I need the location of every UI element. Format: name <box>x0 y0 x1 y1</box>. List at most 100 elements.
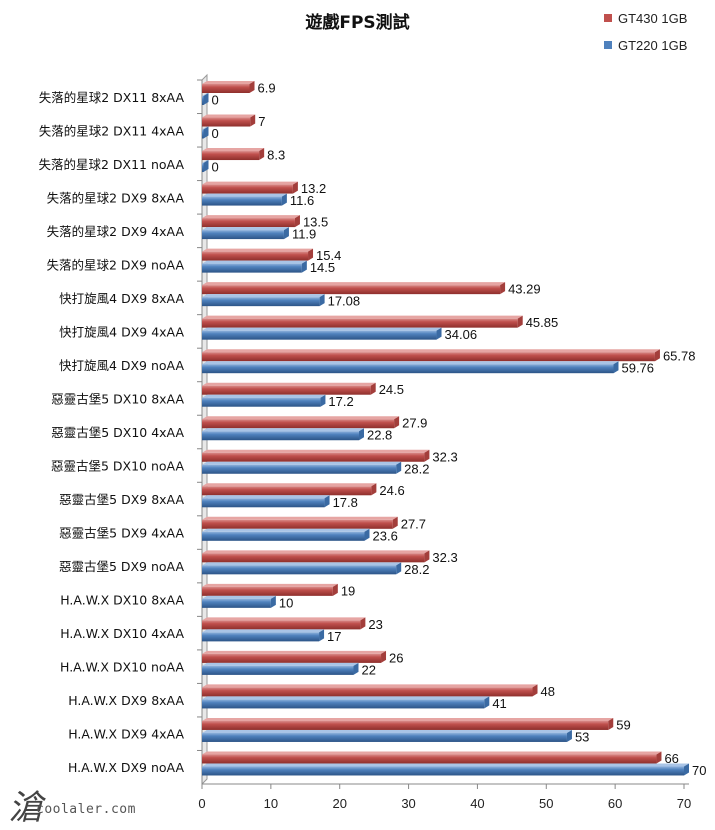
category-label: 快打旋風4 DX9 4xAA <box>59 324 184 339</box>
bar-end-face <box>684 763 689 776</box>
bar-front-face <box>202 364 614 374</box>
bar-front-face <box>202 498 325 508</box>
bar-gt430 <box>202 248 314 261</box>
bar-end-face <box>250 114 256 127</box>
bar-end-face <box>532 684 538 697</box>
data-label: 13.2 <box>301 181 326 196</box>
data-label: 28.2 <box>404 461 429 476</box>
bar-gt220 <box>202 193 287 206</box>
bar-end-face <box>324 495 330 508</box>
bar-front-face <box>202 263 302 273</box>
bar-gt430 <box>202 349 660 362</box>
bar-front-face <box>202 464 397 474</box>
data-label: 43.29 <box>508 282 541 297</box>
bar-end-face <box>353 662 359 675</box>
bar-front-face <box>202 96 204 105</box>
bar-gt430 <box>202 650 387 663</box>
bar-top-face <box>202 562 402 566</box>
data-label: 45.85 <box>526 315 559 330</box>
bar-front-face <box>202 565 397 575</box>
bar-end-face <box>360 617 366 630</box>
x-tick-label: 70 <box>677 796 691 811</box>
bar-top-face <box>202 181 298 185</box>
bar-gt220 <box>202 696 490 709</box>
bar-top-face <box>202 662 359 666</box>
data-label: 66 <box>664 751 678 766</box>
bar-end-face <box>301 260 307 273</box>
bar-front-face <box>202 84 250 93</box>
bar-front-face <box>202 385 371 395</box>
bar-end-face <box>566 729 572 742</box>
category-label: H.A.W.X DX10 4xAA <box>60 626 184 641</box>
bar-front-face <box>202 318 518 328</box>
bar-front-face <box>202 598 271 608</box>
bar-end-face <box>392 516 398 529</box>
bar-gt220 <box>202 227 289 240</box>
bar-end-face <box>332 583 338 596</box>
category-label: 快打旋風4 DX9 8xAA <box>59 291 184 306</box>
bar-top-face <box>202 751 662 755</box>
bar-gt430 <box>202 181 298 194</box>
data-label: 0 <box>212 160 219 175</box>
bar-gt430 <box>202 583 338 596</box>
bar-end-face <box>517 315 523 328</box>
bar-front-face <box>202 129 204 139</box>
bar-end-face <box>259 148 265 161</box>
bar-top-face <box>202 428 364 432</box>
bar-front-face <box>202 687 533 697</box>
data-label: 24.5 <box>379 382 404 397</box>
category-label: 快打旋風4 DX9 noAA <box>59 358 185 373</box>
bar-gt220 <box>202 361 619 374</box>
bar-top-face <box>202 483 377 487</box>
data-label: 70 <box>692 763 706 778</box>
bar-front-face <box>202 586 333 596</box>
bar-end-face <box>371 483 377 496</box>
bar-top-face <box>202 81 255 84</box>
bar-end-face <box>394 416 400 429</box>
bar-front-face <box>202 230 284 240</box>
bar-gt220 <box>202 93 209 105</box>
bar-gt220 <box>202 629 325 642</box>
bar-top-face <box>202 349 660 353</box>
bar-top-face <box>202 227 289 231</box>
data-label: 17.8 <box>333 495 358 510</box>
bar-end-face <box>283 227 289 240</box>
bar-end-face <box>608 717 614 730</box>
bar-gt430 <box>202 717 614 730</box>
legend: GT430 1GB GT220 1GB <box>604 11 687 53</box>
bar-gt430 <box>202 114 256 127</box>
bar-end-face <box>396 461 402 474</box>
data-label: 10 <box>279 595 293 610</box>
bar-top-face <box>202 193 287 197</box>
x-tick-label: 60 <box>608 796 622 811</box>
bar-gt220 <box>202 126 209 139</box>
bar-front-face <box>202 397 321 407</box>
data-label: 0 <box>212 126 219 141</box>
bar-front-face <box>202 352 655 362</box>
bar-gt430 <box>202 550 430 563</box>
x-tick-label: 40 <box>470 796 484 811</box>
data-label: 28.2 <box>404 562 429 577</box>
bar-top-face <box>202 696 490 700</box>
data-label: 32.3 <box>432 449 457 464</box>
category-label: 惡靈古堡5 DX9 4xAA <box>59 526 184 541</box>
bar-front-face <box>202 117 251 127</box>
bar-gt220 <box>202 763 689 776</box>
data-label: 14.5 <box>310 260 335 275</box>
bar-end-face <box>654 349 660 362</box>
bar-end-face <box>500 282 506 295</box>
watermark-text: coolaler.com <box>36 802 136 817</box>
bar-gt220 <box>202 294 325 307</box>
bar-top-face <box>202 528 370 532</box>
bar-top-face <box>202 449 430 453</box>
data-label: 59.76 <box>621 361 654 376</box>
bar-gt220 <box>202 495 330 508</box>
watermark-glyph: 滄 <box>8 788 42 828</box>
bar-front-face <box>202 486 372 496</box>
x-tick-label: 50 <box>539 796 553 811</box>
bar-gt430 <box>202 416 400 429</box>
bar-front-face <box>202 632 320 642</box>
bar-end-face <box>358 428 364 441</box>
data-label: 24.6 <box>379 483 404 498</box>
bar-gt220 <box>202 160 209 173</box>
